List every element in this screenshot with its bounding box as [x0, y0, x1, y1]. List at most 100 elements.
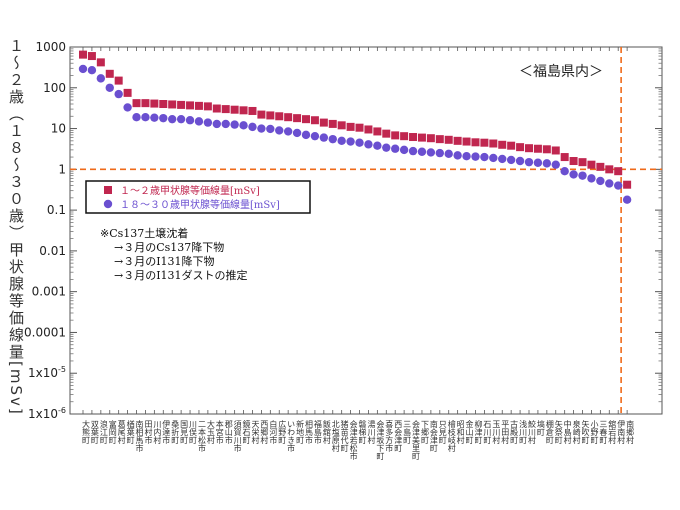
x-tick-label: 三春町	[599, 420, 608, 444]
x-tick-label: 磐梯町	[358, 419, 367, 444]
note-line: ※Cs137土壌沈着	[100, 226, 188, 240]
adult-dose-marker	[489, 153, 498, 163]
note-line: →３月のCs137降下物	[114, 240, 224, 254]
y-tick-label: 0.0001	[24, 325, 66, 339]
adult-dose-marker	[426, 148, 436, 157]
child-dose-marker	[542, 145, 551, 154]
child-dose-marker	[382, 129, 391, 138]
adult-dose-marker	[105, 83, 114, 92]
adult-dose-marker	[364, 140, 373, 149]
adult-dose-marker	[605, 179, 614, 188]
adult-dose-marker	[382, 143, 391, 152]
child-dose-marker	[516, 143, 525, 152]
x-tick-label: 浅川町	[519, 419, 528, 444]
adult-dose-marker	[319, 133, 329, 142]
x-tick-label: 国見町	[180, 420, 189, 444]
adult-dose-marker	[578, 171, 587, 180]
child-dose-marker	[453, 136, 462, 145]
y-tick-label: 0.1	[47, 203, 66, 217]
child-dose-marker	[337, 121, 346, 130]
child-dose-marker	[212, 104, 221, 113]
adult-dose-marker	[257, 124, 266, 133]
x-tick-label: 田村市	[144, 420, 153, 445]
adult-dose-marker	[622, 195, 632, 204]
child-dose-marker	[186, 101, 195, 110]
child-dose-marker	[525, 144, 533, 153]
child-dose-marker	[275, 112, 284, 121]
y-tick-label: 1x10-6	[28, 406, 66, 421]
x-tick-label: 棚倉町	[545, 419, 554, 444]
adult-dose-marker	[96, 74, 106, 83]
adult-dose-marker	[471, 152, 480, 161]
adult-dose-marker	[78, 64, 88, 74]
x-tick-labels: 大熊町 双葉町 浪江町 富岡町 葛尾村 楢葉町 南相馬市 田村市 川内村 伊達市 桑折町 国見町 川俣町…	[82, 419, 635, 461]
adult-dose-marker	[417, 147, 427, 156]
x-tick-label: 新地町	[296, 419, 305, 444]
child-dose-marker	[417, 133, 426, 142]
child-dose-marker	[560, 153, 569, 162]
legend-entry-adult: １８〜３０歳甲状腺等価線量[mSv]	[120, 198, 280, 211]
adult-dose-marker	[266, 124, 275, 134]
child-dose-marker	[426, 134, 435, 143]
adult-dose-marker	[248, 122, 257, 132]
y-tick-label: 0.01	[39, 244, 66, 258]
plot-frame	[69, 46, 663, 415]
child-dose-marker	[355, 123, 364, 132]
x-tick-label: 湯川村	[367, 419, 376, 444]
x-tick-label: 喜多方市	[385, 419, 394, 453]
y-tick-label: 1x10-5	[28, 365, 66, 380]
x-tick-label: 南相馬市	[135, 419, 144, 453]
child-dose-marker	[159, 100, 168, 109]
child-dose-marker	[391, 131, 400, 140]
legend: １〜２歳甲状腺等価線量[mSv] １８〜３０歳甲状腺等価線量[mSv]	[85, 180, 311, 214]
x-tick-label: 石川町	[483, 420, 492, 444]
x-tick-label: 西会津町	[394, 420, 403, 452]
child-dose-marker	[346, 122, 355, 131]
x-tick-label: 天栄村	[251, 420, 260, 444]
adult-dose-marker	[292, 128, 302, 138]
adult-dose-marker	[533, 158, 543, 167]
adult-dose-marker	[506, 155, 516, 165]
x-tick-label: 西郷村	[260, 420, 269, 444]
adult-dose-marker	[310, 131, 320, 141]
adult-dose-marker	[560, 166, 569, 176]
child-dose-marker	[132, 99, 141, 108]
child-dose-marker	[533, 144, 542, 153]
y-tick-label: 10	[51, 122, 66, 136]
x-tick-label: 川内村	[153, 420, 162, 444]
adult-dose-marker	[391, 144, 400, 153]
child-dose-marker	[230, 105, 239, 114]
adult-dose-marker	[159, 113, 168, 123]
adult-dose-marker	[194, 117, 204, 126]
note-line: →３月のI131降下物	[114, 254, 215, 268]
x-tick-label: 柳津町	[474, 419, 483, 444]
child-dose-marker	[248, 106, 257, 115]
x-tick-label: 檜枝岐村	[447, 419, 456, 452]
child-dose-marker	[596, 162, 605, 171]
child-dose-marker	[302, 115, 310, 124]
x-tick-label: 北塩原村	[331, 420, 340, 452]
adult-dose-marker	[596, 176, 605, 186]
y-tick-label: 100	[43, 81, 66, 95]
x-tick-label: 塙町	[536, 419, 545, 436]
x-tick-label: 川俣町	[189, 420, 198, 444]
x-tick-label: 須賀川市	[233, 420, 242, 453]
adult-dose-marker	[123, 103, 132, 112]
adult-dose-marker	[168, 114, 177, 124]
x-tick-label: 矢祭町	[554, 419, 563, 444]
x-tick-label: 南郷村	[626, 419, 635, 444]
x-tick-label: 二本松市	[197, 420, 206, 453]
child-dose-marker	[239, 106, 248, 115]
x-tick-label: 猪苗代町	[340, 419, 349, 452]
adult-dose-marker	[221, 119, 230, 129]
child-dose-marker	[105, 69, 114, 78]
x-tick-label: 舘岩村	[608, 419, 617, 444]
x-tick-label: 会津坂下町	[376, 419, 385, 460]
adult-dose-marker	[355, 138, 364, 147]
adult-dose-marker	[515, 156, 525, 166]
y-axis-label: １〜２歳（１８〜３０歳）甲状腺等価線量[mSv]	[7, 38, 25, 416]
child-dose-marker	[221, 105, 230, 114]
child-dose-marker	[293, 114, 302, 123]
data-markers	[78, 50, 632, 204]
